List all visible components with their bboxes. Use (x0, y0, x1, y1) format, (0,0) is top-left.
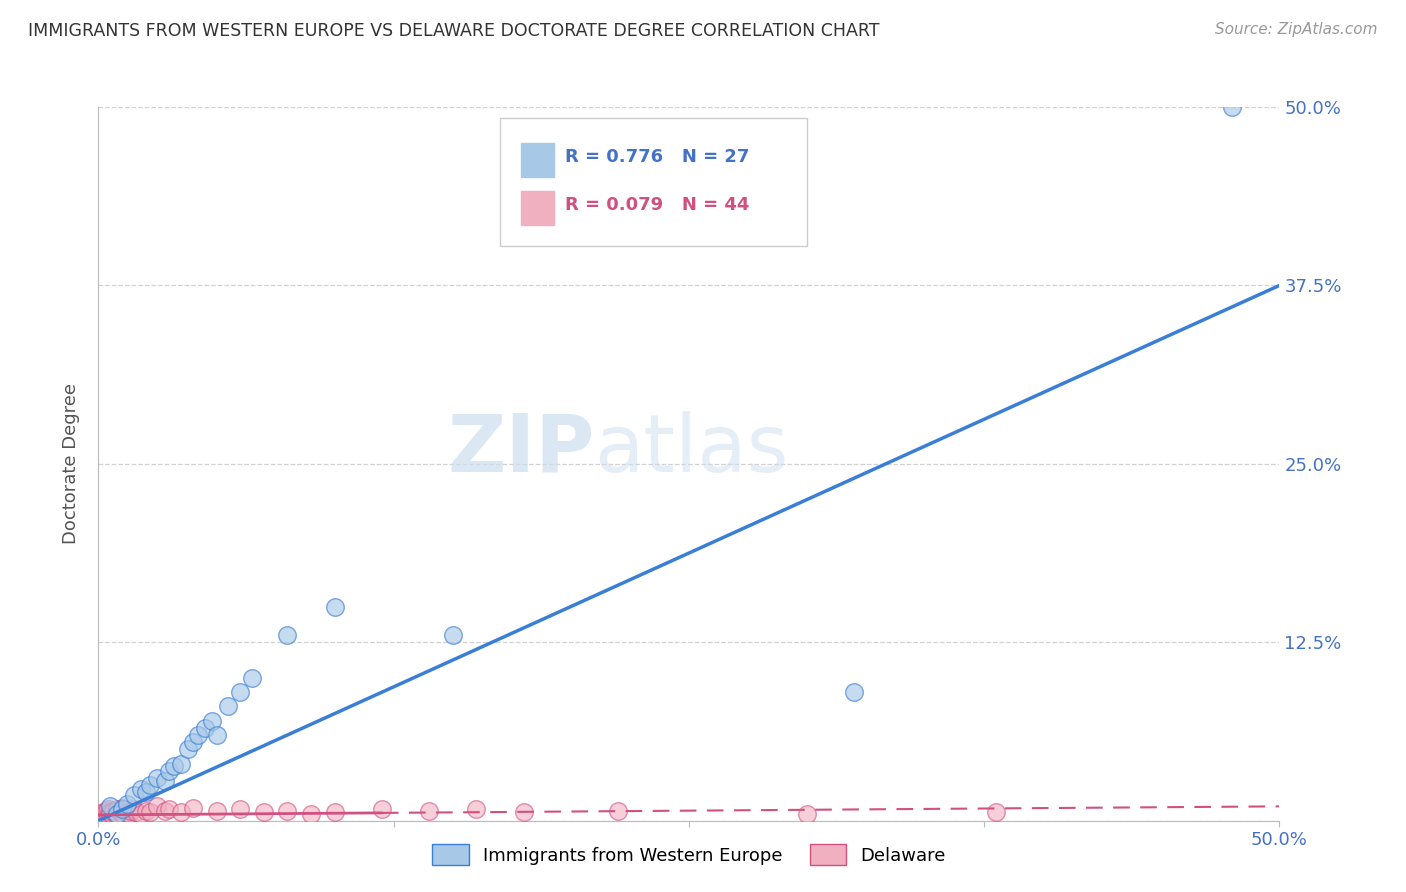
Point (299, 806, 322, 821)
Point (101, 804, 124, 818)
Point (97, 808, 120, 822)
Point (101, 809, 124, 823)
Point (122, 802, 145, 816)
Point (111, 806, 134, 821)
Point (135, 785, 157, 799)
Point (104, 806, 127, 821)
Point (121, 804, 143, 818)
Point (512, 805, 534, 819)
Bar (522, 191, 554, 225)
Point (323, 599, 346, 614)
Legend: Immigrants from Western Europe, Delaware: Immigrants from Western Europe, Delaware (425, 837, 953, 872)
Point (91, 808, 114, 822)
Point (105, 808, 128, 822)
Point (111, 801, 134, 815)
Point (163, 759, 186, 773)
Point (441, 628, 464, 642)
Point (105, 806, 128, 821)
Point (844, 685, 866, 699)
Point (111, 802, 134, 816)
Point (105, 802, 128, 816)
Point (205, 804, 228, 818)
Point (122, 788, 145, 802)
Point (240, 671, 263, 685)
Point (139, 778, 162, 792)
Point (112, 808, 135, 822)
Point (94, 804, 117, 818)
Point (229, 802, 252, 816)
Point (371, 802, 394, 816)
Point (146, 799, 169, 814)
Point (91, 805, 114, 819)
Point (181, 735, 204, 749)
Bar (522, 143, 554, 177)
Point (108, 805, 131, 819)
Point (118, 806, 141, 821)
Point (205, 728, 228, 742)
Point (125, 805, 148, 819)
Point (98, 799, 121, 814)
Y-axis label: Doctorate Degree: Doctorate Degree (62, 384, 80, 544)
Point (115, 797, 138, 811)
Point (98, 806, 121, 821)
FancyBboxPatch shape (501, 118, 807, 246)
Point (418, 804, 440, 818)
Point (129, 806, 152, 821)
Point (465, 802, 488, 816)
Text: R = 0.079   N = 44: R = 0.079 N = 44 (565, 196, 749, 214)
Point (323, 805, 346, 819)
Point (276, 628, 298, 642)
Point (177, 742, 200, 756)
Text: R = 0.776   N = 27: R = 0.776 N = 27 (565, 148, 749, 166)
Point (139, 805, 162, 819)
Point (276, 804, 298, 818)
Point (115, 805, 138, 819)
Point (217, 699, 239, 714)
Point (984, 805, 1007, 819)
Point (153, 773, 176, 788)
Point (170, 756, 193, 771)
Text: atlas: atlas (595, 410, 789, 489)
Point (170, 805, 193, 819)
Point (157, 802, 180, 816)
Point (181, 801, 204, 815)
Point (153, 804, 176, 818)
Point (201, 714, 224, 728)
Point (97, 802, 120, 816)
Point (194, 721, 217, 735)
Text: IMMIGRANTS FROM WESTERN EUROPE VS DELAWARE DOCTORATE DEGREE CORRELATION CHART: IMMIGRANTS FROM WESTERN EUROPE VS DELAWA… (28, 22, 880, 40)
Point (94, 809, 117, 823)
Point (98, 805, 121, 819)
Point (90, 806, 112, 821)
Point (129, 782, 152, 797)
Point (157, 764, 180, 778)
Text: ZIP: ZIP (447, 410, 595, 489)
Point (187, 728, 209, 742)
Point (1220, 100, 1243, 114)
Point (796, 806, 818, 821)
Point (607, 804, 630, 818)
Point (146, 771, 169, 785)
Point (253, 805, 276, 819)
Point (135, 804, 157, 818)
Text: Source: ZipAtlas.com: Source: ZipAtlas.com (1215, 22, 1378, 37)
Point (229, 685, 252, 699)
